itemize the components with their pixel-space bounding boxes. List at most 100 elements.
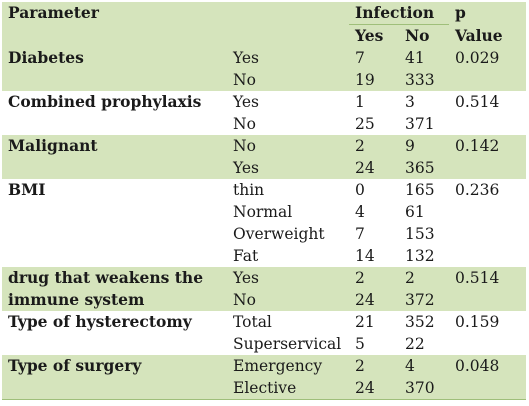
no-count-cell: 2 [399,267,449,289]
table-row: drug that weakens the Yes 2 2 0.514 [2,267,526,289]
yes-count-cell: 2 [349,355,399,377]
no-count-cell: 370 [399,377,449,399]
header-blank-2 [2,24,227,47]
yes-count-cell: 25 [349,113,399,135]
header-blank-1 [227,2,349,25]
header-blank-3 [227,24,349,47]
table-row: Superservical 5 22 [2,333,526,355]
header-p: p [449,2,526,25]
yes-count-cell: 19 [349,69,399,91]
table-row: Type of surgery Emergency 2 4 0.048 [2,355,526,377]
category-cell: No [227,69,349,91]
category-cell: Yes [227,267,349,289]
parameter-cell: immune system [2,289,227,311]
table-body: Diabetes Yes 7 41 0.029 No 19 333 Combined proph… [2,47,526,399]
p-value-cell [449,201,526,223]
parameter-cell: Malignant [2,135,227,157]
table-row: Normal 4 61 [2,201,526,223]
table-row: No 19 333 [2,69,526,91]
no-count-cell: 9 [399,135,449,157]
table-row: immune system No 24 372 [2,289,526,311]
yes-count-cell: 24 [349,377,399,399]
category-cell: Total [227,311,349,333]
no-count-cell: 372 [399,289,449,311]
parameter-cell: BMI [2,179,227,201]
p-value-cell [449,69,526,91]
results-table: Parameter Infection p Yes No Value Diabe… [2,2,526,399]
p-value-cell [449,113,526,135]
p-value-cell: 0.159 [449,311,526,333]
p-value-cell [449,333,526,355]
no-count-cell: 132 [399,245,449,267]
p-value-cell [449,289,526,311]
no-count-cell: 61 [399,201,449,223]
yes-count-cell: 4 [349,201,399,223]
table-row: BMI thin 0 165 0.236 [2,179,526,201]
no-count-cell: 333 [399,69,449,91]
table-row: Yes 24 365 [2,157,526,179]
category-cell: Yes [227,47,349,69]
category-cell: Emergency [227,355,349,377]
category-cell: Yes [227,91,349,113]
header-p-value: Value [449,24,526,47]
category-cell: thin [227,179,349,201]
yes-count-cell: 5 [349,333,399,355]
yes-count-cell: 24 [349,157,399,179]
yes-count-cell: 2 [349,135,399,157]
p-value-cell: 0.048 [449,355,526,377]
table-row: Combined prophylaxis Yes 1 3 0.514 [2,91,526,113]
no-count-cell: 153 [399,223,449,245]
table-row: Malignant No 2 9 0.142 [2,135,526,157]
table-row: Elective 24 370 [2,377,526,399]
results-table-container: Parameter Infection p Yes No Value Diabe… [2,2,526,400]
header-yes: Yes [349,24,399,47]
no-count-cell: 41 [399,47,449,69]
header-parameter: Parameter [2,2,227,25]
p-value-cell [449,157,526,179]
parameter-cell: Type of surgery [2,355,227,377]
parameter-cell [2,157,227,179]
p-value-cell [449,223,526,245]
header-row-1: Parameter Infection p [2,2,526,25]
yes-count-cell: 0 [349,179,399,201]
p-value-cell: 0.236 [449,179,526,201]
no-count-cell: 352 [399,311,449,333]
category-cell: Fat [227,245,349,267]
yes-count-cell: 7 [349,47,399,69]
table-row: Diabetes Yes 7 41 0.029 [2,47,526,69]
category-cell: Superservical [227,333,349,355]
yes-count-cell: 14 [349,245,399,267]
header-no: No [399,24,449,47]
category-cell: Overweight [227,223,349,245]
p-value-cell: 0.514 [449,267,526,289]
parameter-cell: Diabetes [2,47,227,69]
p-value-cell: 0.029 [449,47,526,69]
header-infection: Infection [349,2,449,25]
p-value-cell: 0.142 [449,135,526,157]
table-row: No 25 371 [2,113,526,135]
no-count-cell: 165 [399,179,449,201]
no-count-cell: 4 [399,355,449,377]
yes-count-cell: 24 [349,289,399,311]
parameter-cell: Combined prophylaxis [2,91,227,113]
yes-count-cell: 2 [349,267,399,289]
no-count-cell: 371 [399,113,449,135]
header-row-2: Yes No Value [2,24,526,47]
category-cell: No [227,289,349,311]
parameter-cell [2,69,227,91]
no-count-cell: 365 [399,157,449,179]
parameter-cell: Type of hysterectomy [2,311,227,333]
table-row: Fat 14 132 [2,245,526,267]
yes-count-cell: 1 [349,91,399,113]
table-row: Type of hysterectomy Total 21 352 0.159 [2,311,526,333]
no-count-cell: 3 [399,91,449,113]
category-cell: Yes [227,157,349,179]
parameter-cell [2,223,227,245]
category-cell: Normal [227,201,349,223]
yes-count-cell: 7 [349,223,399,245]
p-value-cell: 0.514 [449,91,526,113]
p-value-cell [449,245,526,267]
category-cell: No [227,113,349,135]
table-row: Overweight 7 153 [2,223,526,245]
yes-count-cell: 21 [349,311,399,333]
